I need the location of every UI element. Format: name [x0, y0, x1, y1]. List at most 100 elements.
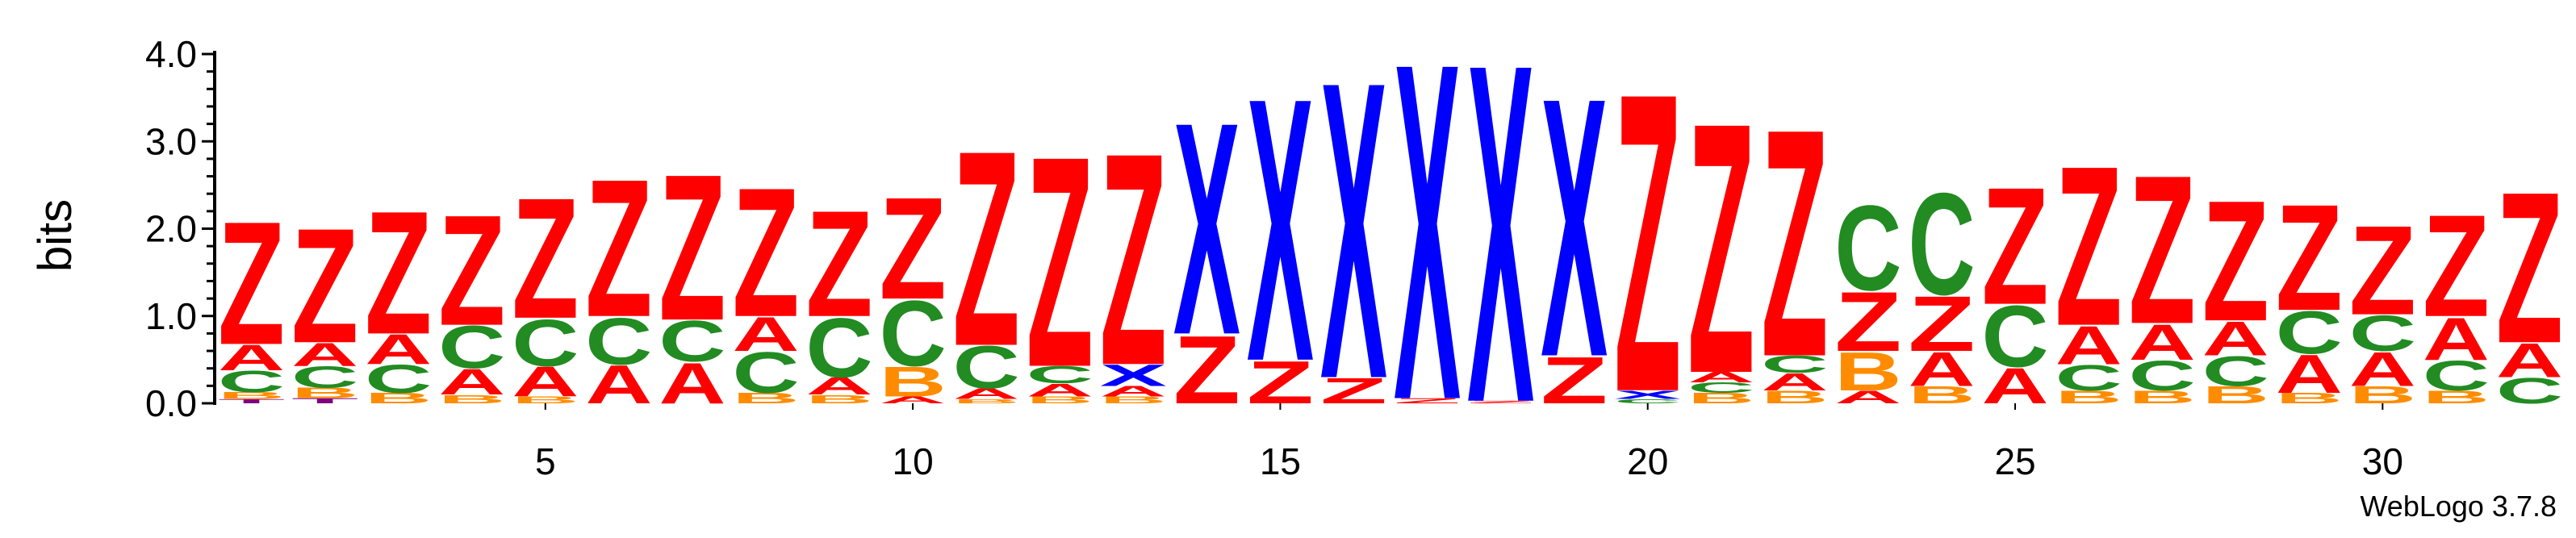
letter-a-pos-23: A — [1834, 387, 1901, 407]
letter-c-pos-6: C — [585, 304, 652, 378]
letter-z-pos-27: Z — [2129, 131, 2196, 369]
letter-b-pos-4: B — [438, 393, 505, 407]
letter-c-pos-7: C — [659, 309, 726, 373]
letter-z-pos-17: Z — [1394, 397, 1461, 405]
letter-a-pos-24: A — [1908, 343, 1975, 397]
letter-z-pos-28: Z — [2202, 165, 2269, 357]
weblogo-credit: WebLogo 3.7.8 — [2360, 490, 2557, 523]
letter-z-pos-6: Z — [585, 138, 652, 358]
x-tick-label: 20 — [1627, 440, 1668, 482]
x-tick-label: 5 — [535, 440, 556, 482]
letter-z-pos-11: Z — [953, 92, 1020, 404]
letter-z-pos-24: Z — [1908, 281, 1975, 369]
letter-c-pos-9: C — [806, 301, 873, 395]
letter-z-pos-9: Z — [806, 179, 873, 348]
letter-z-pos-13: Z — [1100, 90, 1167, 428]
letter-a-pos-6: A — [585, 354, 652, 415]
y-tick-label: 2.0 — [145, 208, 197, 250]
letter-b-pos-11: B — [953, 398, 1020, 404]
letter-c-pos-30: C — [2349, 305, 2416, 362]
letter-z-pos-8: Z — [732, 149, 799, 355]
letter-c-pos-21: C — [1687, 380, 1754, 396]
letter-z-pos-21: Z — [1687, 48, 1754, 448]
letter-a-pos-11: A — [953, 386, 1020, 402]
letter-c-pos-29: C — [2276, 298, 2343, 366]
letter-z-pos-18: Z — [1467, 400, 1534, 404]
letter-a-pos-10: A — [880, 394, 947, 405]
letter-a-pos-32: A — [2496, 334, 2563, 388]
letter-z-pos-3: Z — [365, 176, 432, 371]
letter-c-pos-25: C — [1982, 288, 2049, 386]
letter-b-pos-9: B — [806, 393, 873, 407]
letter-x-pos-19: X — [1541, 22, 1608, 435]
letter-a-pos-28: A — [2202, 312, 2269, 366]
letter-a-pos-5: A — [512, 358, 579, 406]
letter-c-pos-2: C — [291, 361, 358, 394]
x-tick-label: 30 — [2362, 440, 2403, 482]
letter-c-pos-10: C — [880, 282, 947, 386]
letter-c-pos-24: C — [1908, 164, 1975, 327]
letter-z-pos-16: Z — [1320, 370, 1387, 411]
letter-z-pos-31: Z — [2423, 184, 2490, 347]
letter-z-pos-7: Z — [659, 131, 726, 364]
letter-stacks: TBCAZTBCAZBCAZBACZBACZACZACZBCAZBACZABCZ… — [218, 0, 2563, 503]
letter-c-pos-8: C — [732, 340, 799, 405]
y-axis-label: bits — [29, 199, 82, 272]
letter-z-pos-12: Z — [1027, 94, 1094, 430]
letter-z-pos-29: Z — [2276, 173, 2343, 343]
letter-x-pos-20: X — [1614, 388, 1681, 402]
letter-c-pos-3: C — [365, 357, 432, 401]
letter-a-pos-21: A — [1687, 369, 1754, 386]
letter-c-pos-20: C — [1614, 398, 1681, 404]
x-axis: 5 10 15 20 25 30 — [535, 403, 2403, 482]
letter-z-pos-32: Z — [2496, 147, 2563, 388]
letter-a-pos-4: A — [438, 361, 505, 402]
letter-x-pos-13: X — [1100, 359, 1167, 393]
letter-a-pos-3: A — [365, 326, 432, 373]
letter-z-pos-14: Z — [1173, 316, 1240, 424]
letter-c-pos-11: C — [953, 334, 1020, 402]
letter-a-pos-12: A — [1027, 380, 1094, 400]
letter-b-pos-8: B — [732, 390, 799, 407]
letter-c-pos-5: C — [512, 306, 579, 380]
letter-c-pos-4: C — [438, 314, 505, 382]
letter-a-pos-7: A — [659, 351, 726, 415]
letter-a-pos-9: A — [806, 373, 873, 400]
letter-x-pos-15: X — [1247, 20, 1315, 440]
letter-z-pos-1: Z — [218, 186, 285, 382]
letter-z-pos-2: Z — [291, 194, 358, 377]
letter-a-pos-31: A — [2423, 305, 2490, 373]
letter-b-pos-23: B — [1834, 341, 1901, 402]
letter-t-pos-2: T — [291, 397, 358, 405]
letter-a-pos-30: A — [2349, 343, 2416, 397]
letter-x-pos-14: X — [1173, 60, 1241, 398]
letter-z-pos-23: Z — [1834, 274, 1901, 369]
letter-c-pos-23: C — [1834, 181, 1901, 315]
x-tick-label: 15 — [1260, 440, 1301, 482]
letter-a-pos-2: A — [291, 336, 358, 373]
letter-x-pos-16: X — [1320, 0, 1388, 468]
letter-z-pos-26: Z — [2055, 118, 2122, 373]
letter-c-pos-26: C — [2055, 357, 2122, 398]
letter-a-pos-22: A — [1761, 369, 1828, 396]
x-tick-label: 25 — [1994, 440, 2035, 482]
letter-z-pos-20: Z — [1614, 3, 1681, 481]
letter-b-pos-10: B — [880, 358, 947, 406]
y-tick-label: 0.0 — [145, 382, 197, 424]
letter-z-pos-5: Z — [512, 162, 579, 355]
y-tick-label: 3.0 — [145, 120, 197, 162]
letter-c-pos-1: C — [218, 365, 285, 399]
letter-b-pos-21: B — [1687, 390, 1754, 407]
letter-b-pos-3: B — [365, 390, 432, 407]
letter-b-pos-26: B — [2055, 387, 2122, 407]
letter-z-pos-10: Z — [880, 166, 947, 329]
letter-c-pos-28: C — [2202, 348, 2269, 395]
letter-t-pos-1: T — [218, 398, 285, 404]
y-tick-label: 4.0 — [145, 33, 197, 75]
letter-b-pos-24: B — [1908, 382, 1975, 409]
letter-x-pos-17: X — [1394, 0, 1462, 501]
letter-b-pos-31: B — [2423, 387, 2490, 407]
letter-b-pos-29: B — [2276, 390, 2343, 407]
letter-b-pos-12: B — [1027, 394, 1094, 405]
